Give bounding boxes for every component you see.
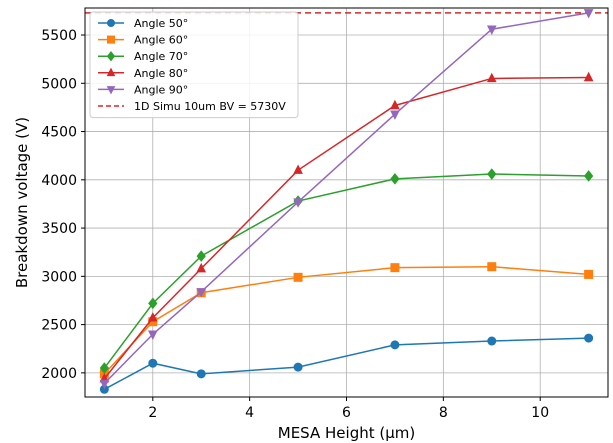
legend-label: Angle 70° [134, 50, 188, 63]
y-tick-label: 2500 [41, 318, 77, 334]
data-point [99, 379, 110, 390]
x-tick-label: 8 [439, 405, 448, 421]
y-tick-label: 5000 [41, 76, 77, 92]
data-point [390, 173, 400, 185]
data-point [106, 86, 116, 95]
y-tick-label: 5500 [41, 28, 77, 44]
data-point [196, 250, 206, 262]
data-point [584, 269, 594, 279]
y-tick-label: 3000 [41, 269, 77, 285]
series-4 [99, 71, 594, 383]
data-point [486, 25, 497, 35]
legend: Angle 50° Angle 60° Angle 70° Angle 80° Angl… [89, 11, 299, 119]
legend-label: Angle 90° [134, 83, 188, 96]
x-tick-label: 4 [245, 405, 254, 421]
data-point [390, 263, 400, 273]
x-tick-label: 6 [342, 405, 351, 421]
legend-label: Angle 60° [134, 34, 188, 47]
y-tick-label: 3500 [41, 221, 77, 237]
data-point [390, 99, 400, 110]
legend-label: Angle 80° [134, 67, 188, 80]
data-point [487, 262, 497, 272]
data-point [107, 35, 115, 44]
legend-label: Angle 50° [134, 17, 188, 30]
legend-label: 1D Simu 10um BV = 5730V [134, 100, 286, 113]
legend-box [89, 11, 299, 119]
data-point [196, 262, 207, 273]
data-point [583, 9, 594, 19]
y-axis-ticks: 2000 2500 3000 3500 4000 4500 5000 5500 [41, 28, 85, 382]
x-tick-label: 10 [531, 405, 549, 421]
y-tick-label: 4000 [41, 173, 77, 189]
series-group [99, 9, 594, 394]
data-point [293, 198, 303, 208]
data-point [486, 72, 497, 83]
x-tick-label: 2 [148, 405, 157, 421]
series-5 [99, 9, 594, 390]
data-point [583, 71, 594, 82]
data-point [196, 288, 207, 298]
x-axis-label: MESA Height (µm) [278, 424, 415, 442]
y-axis-label: Breakdown voltage (V) [13, 117, 31, 288]
data-point [106, 67, 116, 77]
x-axis-ticks: 2 4 6 8 10 [148, 397, 549, 421]
data-point [147, 330, 158, 340]
y-tick-label: 2000 [41, 366, 77, 382]
data-point [293, 164, 303, 174]
data-point [487, 336, 497, 346]
data-point [107, 19, 115, 27]
data-point [148, 297, 158, 310]
data-point [390, 110, 400, 120]
data-point [148, 358, 158, 368]
data-point [106, 51, 116, 62]
data-point [196, 369, 206, 379]
data-point [293, 362, 303, 372]
data-point [147, 312, 158, 322]
y-tick-label: 4500 [41, 125, 77, 141]
data-point [293, 272, 303, 282]
data-point [390, 340, 400, 350]
data-point [584, 333, 594, 343]
data-point [487, 168, 497, 180]
series-1 [99, 333, 594, 394]
data-point [583, 170, 594, 182]
